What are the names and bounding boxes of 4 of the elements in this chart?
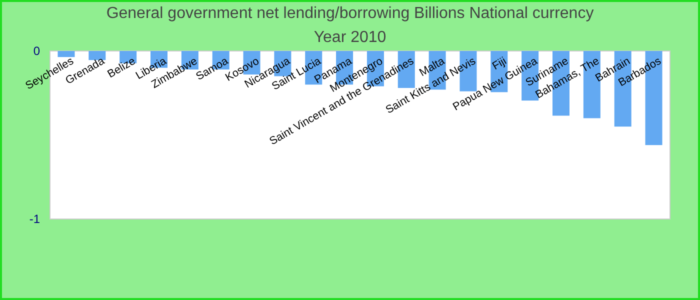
chart-subtitle: Year 2010	[314, 29, 386, 46]
chart-title: General government net lending/borrowing Billions National currency	[106, 5, 594, 22]
y-tick-label: 0	[33, 44, 40, 58]
y-tick-label: -1	[29, 212, 40, 226]
